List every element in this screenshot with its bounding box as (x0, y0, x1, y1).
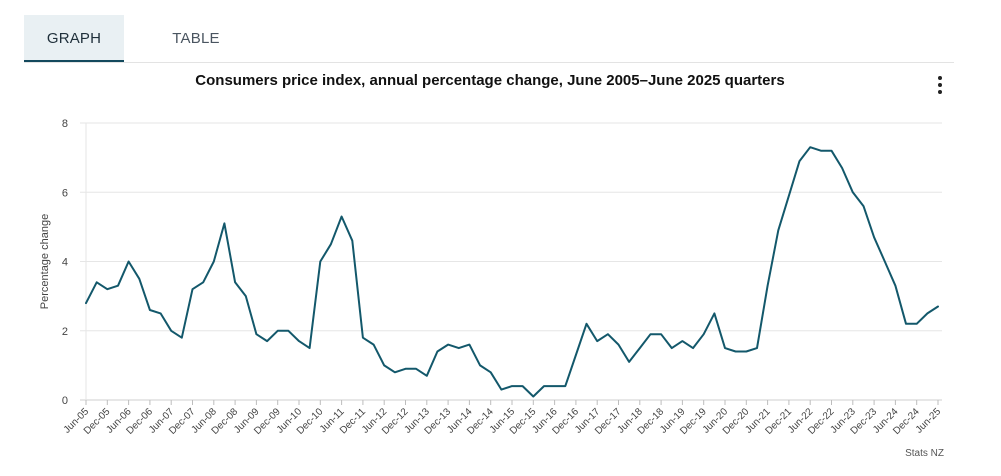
vertical-dots-icon[interactable] (930, 72, 950, 98)
view-tabs: GRAPH TABLE (24, 15, 954, 63)
series-line (85, 146, 939, 398)
tab-graph[interactable]: GRAPH (24, 15, 124, 62)
source-credit: Stats NZ (905, 448, 944, 459)
y-tick-label: 4 (62, 257, 68, 269)
y-tick-label: 6 (62, 187, 68, 199)
y-axis-label: Percentage change (39, 214, 51, 309)
y-tick-label: 0 (62, 395, 68, 407)
tab-table[interactable]: TABLE (172, 30, 220, 47)
y-tick-label: 2 (62, 326, 68, 338)
chart-title: Consumers price index, annual percentage… (195, 72, 785, 89)
y-tick-label: 8 (62, 118, 68, 130)
